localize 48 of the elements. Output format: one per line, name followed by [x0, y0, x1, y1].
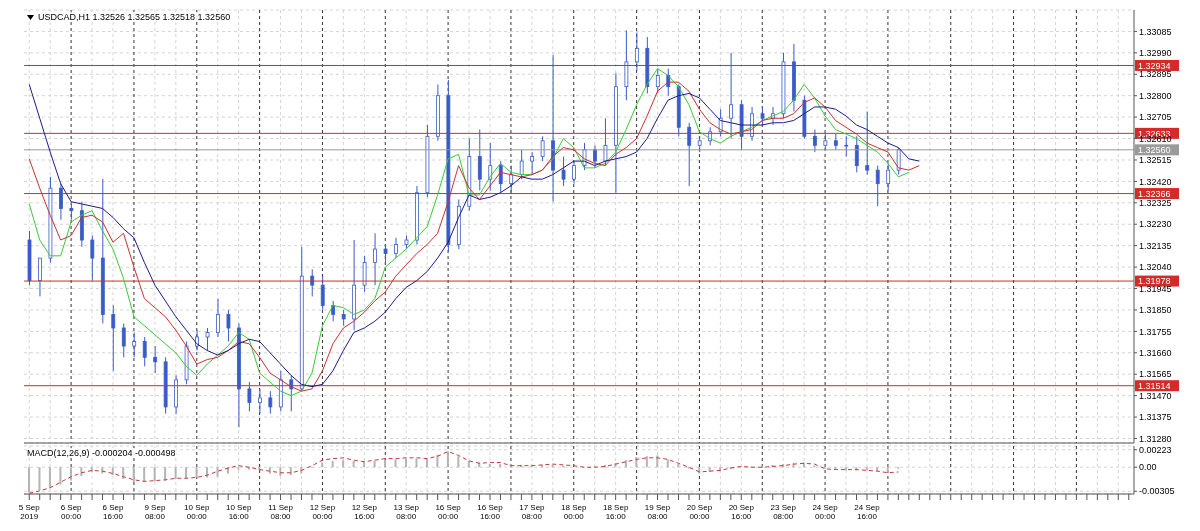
x-tick-label: 6 Sep 16:00: [102, 503, 125, 521]
y-tick-label: 1.32705: [1139, 112, 1172, 123]
y-tick-label: 1.32800: [1139, 90, 1172, 101]
x-tick-label: 18 Sep 00:00: [561, 503, 587, 521]
x-tick-label: 10 Sep 16:00: [225, 503, 252, 521]
y-tick-label: 1.32230: [1139, 219, 1172, 230]
chart-title: USDCAD,H1 1.32526 1.32565 1.32518 1.32560: [38, 12, 231, 22]
y-tick-label: 1.32515: [1139, 155, 1172, 166]
x-tick-label: 12 Sep 00:00: [309, 503, 336, 521]
ref-line-label: 1.32560: [1138, 145, 1171, 156]
chart-title: MACD(12,26,9) -0.000204 -0.000498: [27, 448, 176, 458]
x-tick-label: 20 Sep 00:00: [686, 503, 713, 521]
y-tick-label: -0.00305: [1139, 486, 1175, 497]
x-tick-label: 24 Sep 00:00: [812, 503, 839, 521]
x-tick-label: 16 Sep 00:00: [435, 503, 462, 521]
y-tick-label: 0.00223: [1139, 444, 1172, 455]
y-tick-label: 1.31755: [1139, 326, 1172, 337]
y-tick-label: 1.31470: [1139, 390, 1172, 401]
y-tick-label: 1.32895: [1139, 69, 1172, 80]
y-tick-label: 1.33085: [1139, 26, 1172, 37]
x-tick-label: 11 Sep 08:00: [268, 503, 294, 521]
y-tick-label: 1.31375: [1139, 412, 1172, 423]
x-tick-label: 10 Sep 00:00: [184, 503, 211, 521]
x-tick-label: 5 Sep 2019: [18, 503, 41, 521]
y-tick-label: 0.00: [1139, 462, 1157, 473]
y-tick-label: 1.32325: [1139, 198, 1172, 209]
x-tick-label: 23 Sep 08:00: [770, 503, 797, 521]
y-tick-label: 1.32040: [1139, 262, 1172, 273]
x-tick-label: 20 Sep 16:00: [728, 503, 755, 521]
y-tick-label: 1.31660: [1139, 347, 1172, 358]
ref-line-label: 1.32366: [1138, 188, 1171, 199]
ref-line-label: 1.32934: [1138, 60, 1171, 71]
y-tick-label: 1.31565: [1139, 369, 1172, 380]
y-tick-label: 1.32420: [1139, 176, 1172, 187]
y-tick-label: 1.32990: [1139, 48, 1172, 59]
y-tick-label: 1.32135: [1139, 240, 1172, 251]
x-tick-label: 18 Sep 16:00: [602, 503, 629, 521]
x-tick-label: 24 Sep 16:00: [854, 503, 881, 521]
x-tick-label: 13 Sep 08:00: [393, 503, 420, 521]
x-tick-label: 16 Sep 16:00: [477, 503, 504, 521]
ref-line-label: 1.31514: [1138, 380, 1171, 391]
x-tick-label: 17 Sep 08:00: [519, 503, 546, 521]
x-tick-label: 12 Sep 16:00: [351, 503, 378, 521]
x-tick-label: 19 Sep 08:00: [644, 503, 671, 521]
y-tick-label: 1.31280: [1139, 433, 1172, 444]
y-tick-label: 1.31850: [1139, 305, 1172, 316]
x-tick-label: 6 Sep 00:00: [60, 503, 83, 521]
x-tick-label: 9 Sep 08:00: [144, 503, 166, 521]
